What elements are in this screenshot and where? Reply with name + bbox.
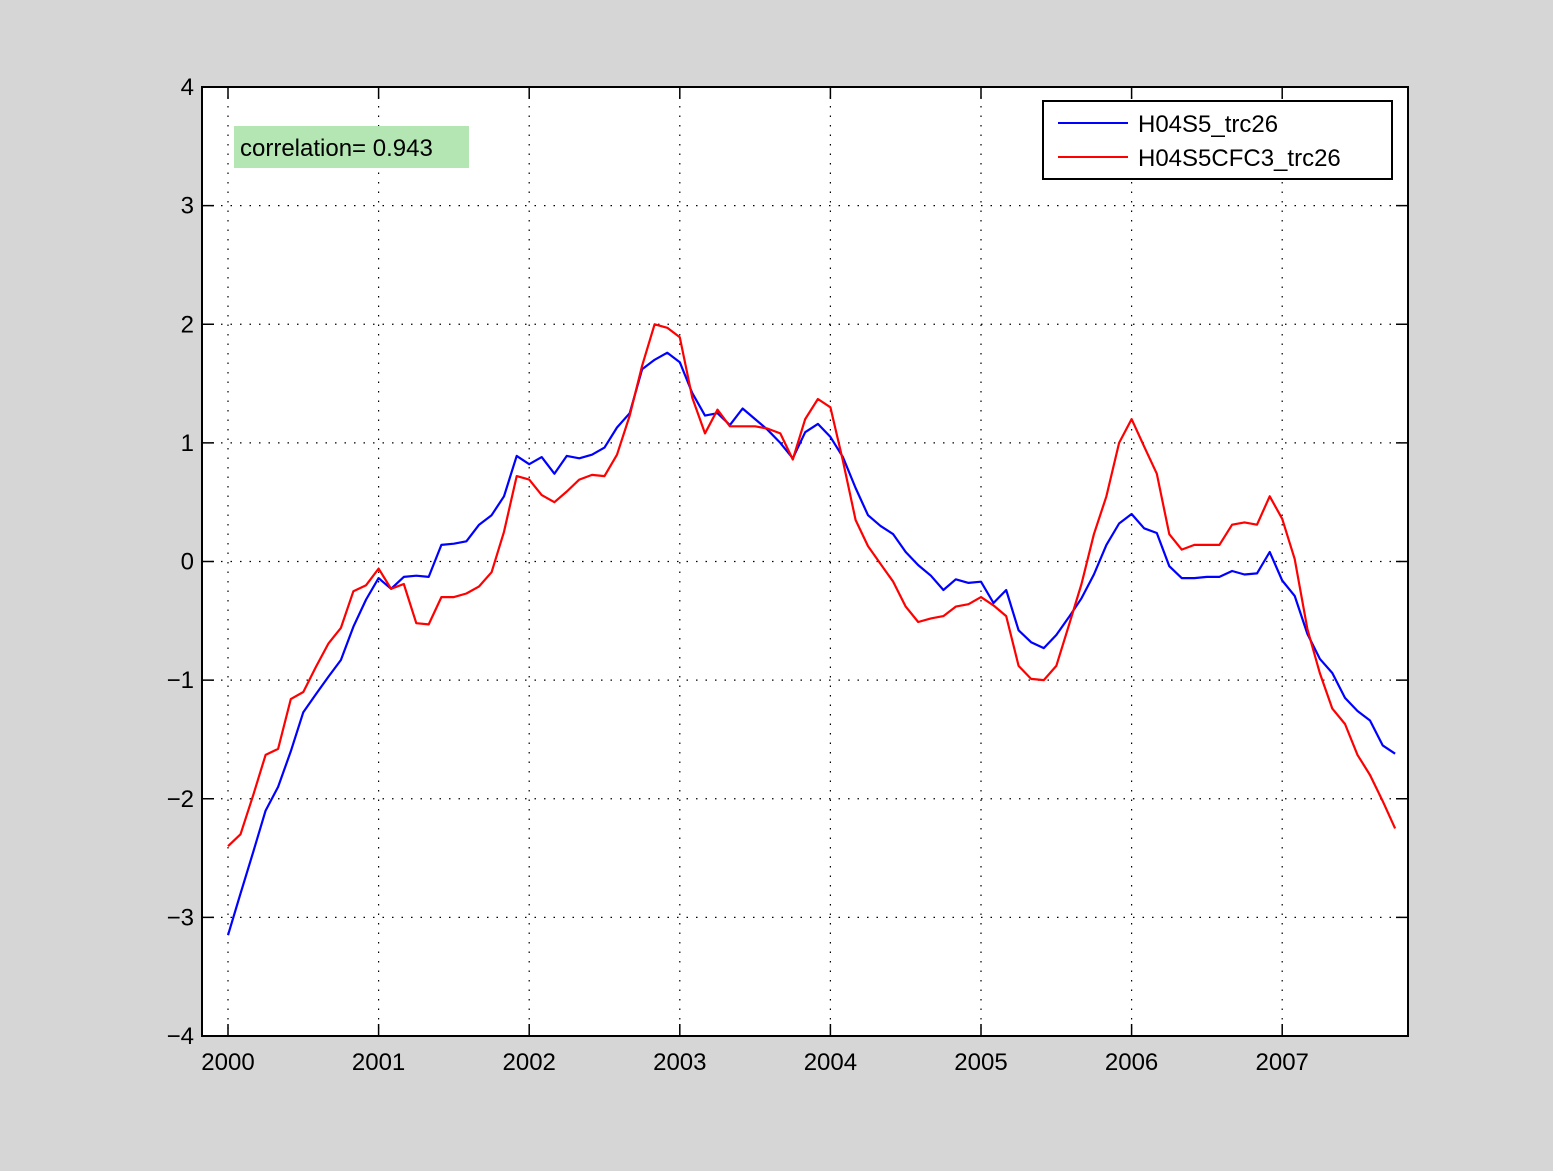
correlation-annotation: correlation= 0.943: [234, 126, 469, 168]
annotation-background: [234, 126, 469, 168]
x-tick-label: 2006: [1105, 1049, 1158, 1076]
plot-frame: [201, 86, 1409, 1037]
y-tick-label: 4: [181, 74, 194, 101]
y-tick-label: −4: [167, 1023, 194, 1050]
x-tick-label: 2004: [804, 1049, 857, 1076]
grid-lines: [202, 87, 1408, 1036]
y-tick-label: 2: [181, 311, 194, 338]
x-tick-label: 2003: [653, 1049, 706, 1076]
series-line-1: [226, 351, 1396, 936]
y-tick-label: −3: [167, 904, 194, 931]
y-tick-labels: −4 −3 −2 −1 0 1 2 3 4: [167, 74, 194, 1050]
x-tick-label: 2002: [503, 1049, 556, 1076]
x-tick-label: 2005: [954, 1049, 1007, 1076]
annotation-text: correlation= 0.943: [240, 135, 433, 162]
series-line-2: [227, 323, 1397, 847]
x-tick-labels: 2000 2001 2002 2003 2004 2005 2006 2007: [201, 1049, 1309, 1076]
x-tick-label: 2007: [1256, 1049, 1309, 1076]
legend-label-series-1: H04S5_trc26: [1138, 111, 1278, 138]
legend-box: [1042, 100, 1393, 180]
y-tick-label: 1: [181, 430, 194, 457]
y-tick-label: 3: [181, 193, 194, 220]
legend-label-series-2: H04S5CFC3_trc26: [1138, 145, 1341, 172]
y-tick-label: −2: [167, 786, 194, 813]
y-tick-label: 0: [181, 549, 194, 576]
x-tick-label: 2000: [201, 1049, 254, 1076]
x-tick-label: 2001: [352, 1049, 405, 1076]
series-lines: [226, 323, 1397, 936]
legend: H04S5_trc26 H04S5CFC3_trc26: [1042, 100, 1393, 180]
y-tick-label: −1: [167, 667, 194, 694]
